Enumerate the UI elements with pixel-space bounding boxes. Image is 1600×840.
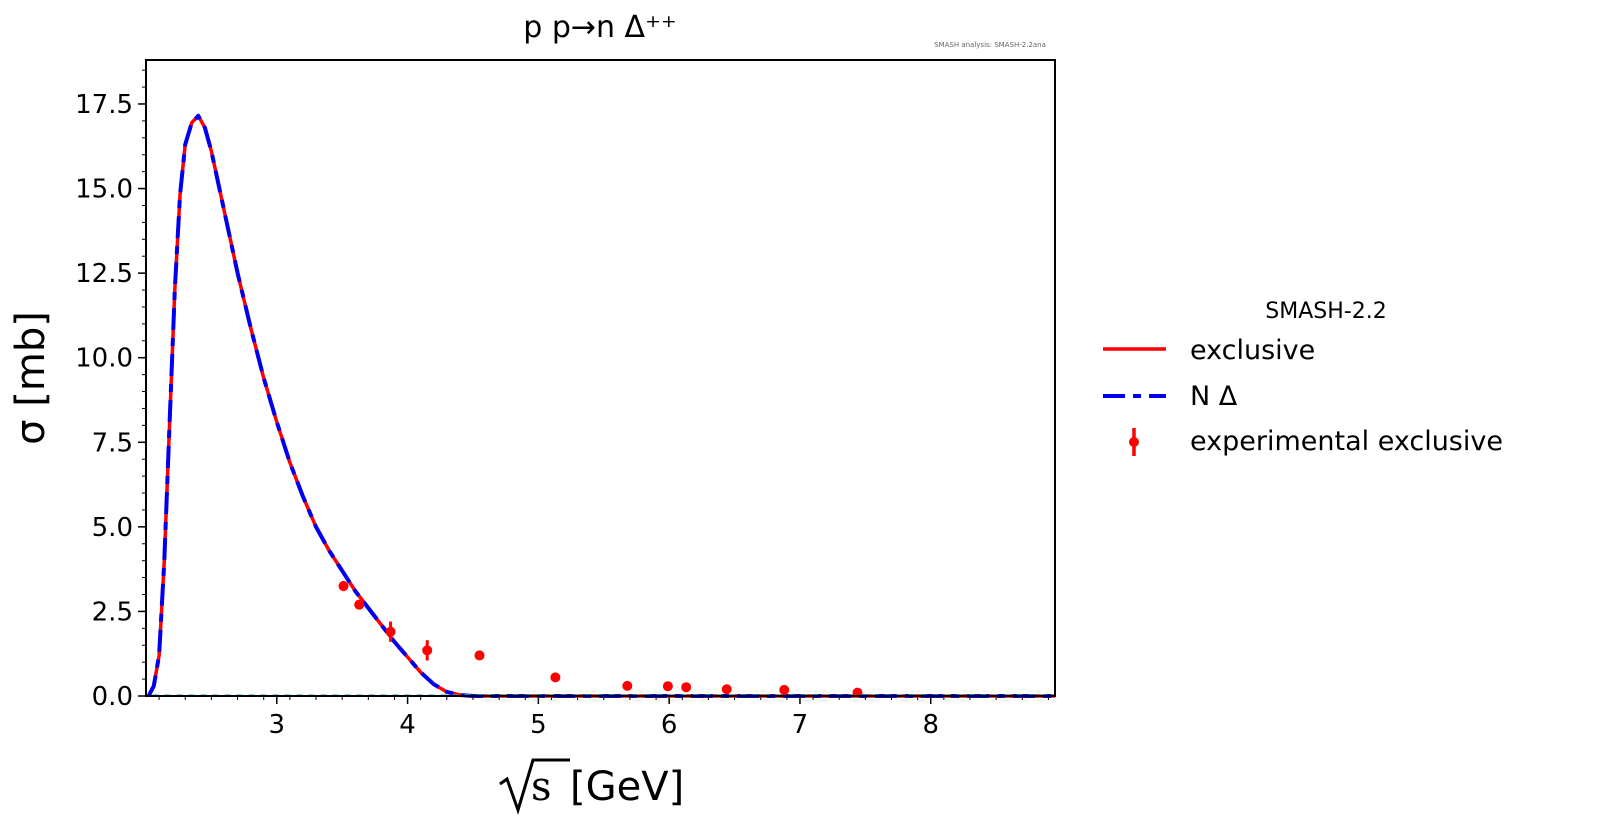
data-point <box>662 681 673 692</box>
data-point <box>550 672 561 683</box>
x-tick-label: 5 <box>530 710 547 740</box>
plot-frame <box>145 59 1056 697</box>
y-tick-label: 7.5 <box>92 428 133 458</box>
x-tick-label: 4 <box>399 710 416 740</box>
y-tick-label: 12.5 <box>75 259 133 289</box>
data-point <box>721 684 732 695</box>
legend-title: SMASH-2.2 <box>1265 299 1386 324</box>
watermark: SMASH analysis: SMASH-2.2ana <box>934 41 1046 49</box>
y-tick-label: 17.5 <box>75 90 133 120</box>
x-tick-label: 8 <box>922 710 939 740</box>
y-tick-label: 2.5 <box>92 597 133 627</box>
data-point <box>338 581 349 592</box>
y-axis-label: σ [mb] <box>8 311 54 445</box>
y-tick-label: 0.0 <box>92 682 133 712</box>
x-axis-unit: [GeV] <box>570 764 684 810</box>
x-tick-label: 3 <box>269 710 286 740</box>
sqrt-symbol <box>499 758 570 815</box>
data-point <box>622 680 633 691</box>
x-tick-label: 6 <box>661 710 678 740</box>
y-tick-label: 15.0 <box>75 175 133 205</box>
data-point <box>474 650 485 661</box>
y-tick-label: 10.0 <box>75 344 133 374</box>
data-point <box>681 682 692 693</box>
x-axis-variable: s <box>531 764 552 810</box>
legend-swatch-experimental <box>1129 437 1139 447</box>
x-axis-label: s [GeV] <box>499 758 684 815</box>
x-tick-label: 7 <box>792 710 809 740</box>
chart-title: p p→n Δ⁺⁺ <box>523 10 677 45</box>
data-points <box>338 580 863 698</box>
axis-ticks: 3 4 5 6 7 8 0.0 2.5 5.0 7.5 10.0 12.5 15.0 17.5 <box>75 69 1049 740</box>
legend-label-exclusive: exclusive <box>1190 335 1315 366</box>
legend-label-experimental: experimental exclusive <box>1190 426 1503 457</box>
legend: SMASH-2.2 exclusive N Δ experimental exc… <box>1103 299 1503 457</box>
series-line-n-delta <box>146 113 1055 698</box>
y-tick-label: 5.0 <box>92 513 133 543</box>
data-point <box>354 599 365 610</box>
legend-label-n-delta: N Δ <box>1190 381 1238 412</box>
data-point <box>385 626 396 637</box>
data-point <box>422 645 433 656</box>
data-point <box>779 684 790 695</box>
